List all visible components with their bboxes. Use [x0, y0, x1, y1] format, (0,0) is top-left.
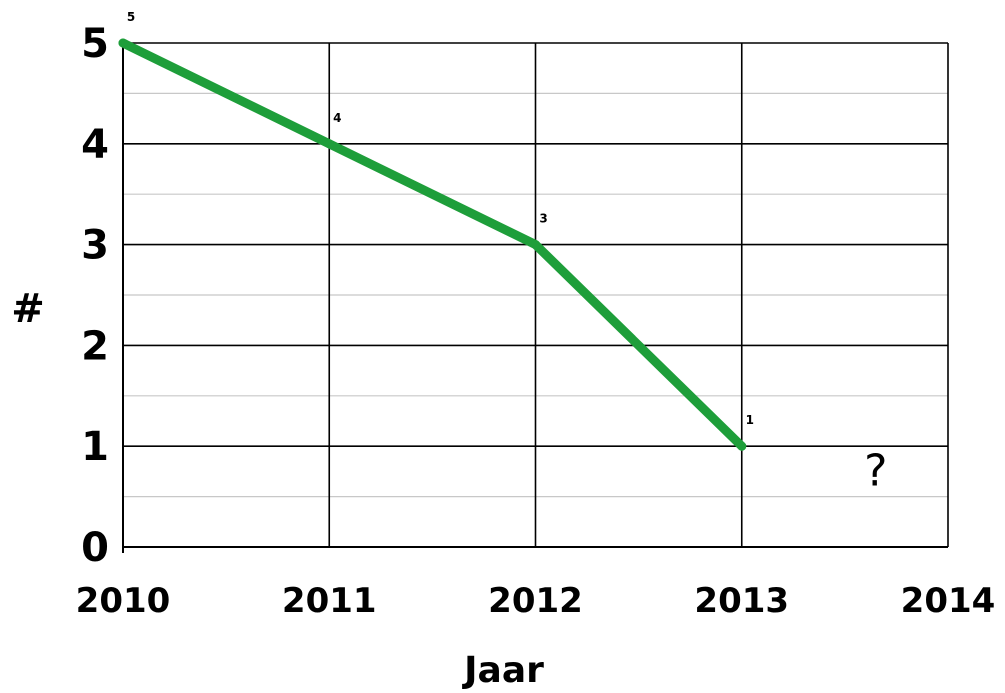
data-label: 4 [333, 111, 341, 125]
y-tick-label: 3 [81, 223, 109, 269]
axes [122, 41, 948, 553]
data-point [324, 139, 334, 149]
grid [122, 42, 949, 548]
data-point [118, 38, 128, 48]
data-point [531, 240, 540, 250]
x-tick-label: 2013 [694, 581, 789, 621]
y-tick-label: 1 [81, 424, 109, 470]
series [118, 38, 747, 451]
x-tick-label: 2012 [488, 581, 583, 621]
y-axis-title: # [11, 286, 45, 332]
y-tick-label: 5 [81, 21, 109, 67]
data-label: 1 [746, 413, 754, 427]
data-label: 3 [539, 212, 547, 226]
x-tick-label: 2014 [901, 581, 996, 621]
y-tick-label: 0 [81, 525, 109, 571]
x-axis-title: Jaar [461, 650, 544, 691]
labels: 0 1 2 3 4 5 2010 2011 2012 2013 2014 5 4 3 1 [76, 10, 996, 621]
data-point [737, 441, 747, 451]
data-label: 5 [127, 10, 135, 24]
x-tick-label: 2011 [282, 581, 377, 621]
series-line [118, 38, 747, 451]
x-tick-label: 2010 [76, 581, 171, 621]
y-tick-label: 2 [81, 323, 109, 369]
question-mark-annotation: ? [864, 445, 887, 496]
y-tick-label: 4 [81, 122, 109, 168]
